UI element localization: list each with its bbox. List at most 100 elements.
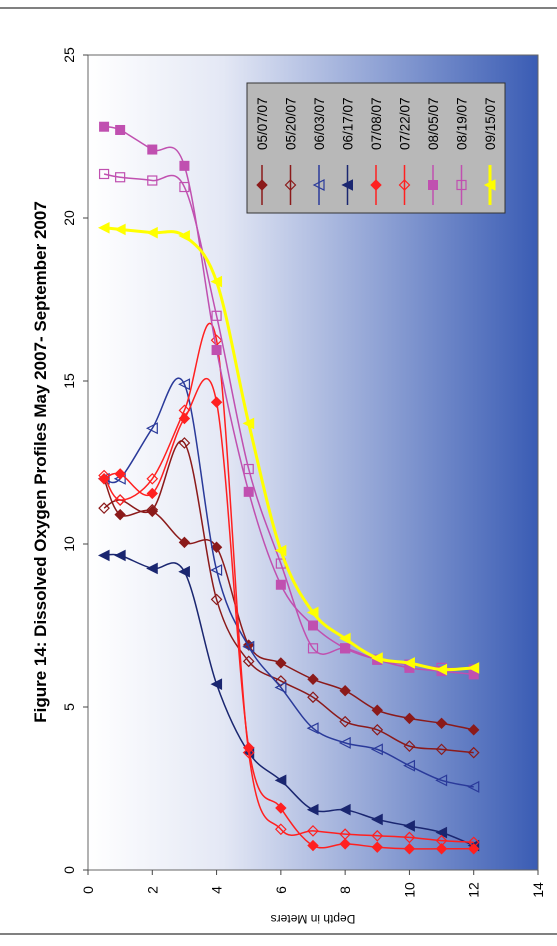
data-point [275,675,287,687]
data-point [435,843,448,855]
data-point [146,226,158,239]
legend-marker [256,179,268,191]
data-point [210,593,223,606]
data-point [146,562,158,575]
chart-title: Figure 14: Dissolved Oxygen Profiles May… [31,201,50,723]
data-point [275,802,287,814]
x-tick-label: 10 [401,882,417,898]
data-point [97,549,110,562]
data-point [371,652,383,664]
data-point [274,544,287,557]
data-point [403,820,415,832]
data-point [210,541,223,553]
legend-label: 08/05/07 [426,97,441,150]
legend-label: 05/07/07 [255,97,270,150]
data-point [274,774,287,787]
data-point [339,715,351,728]
legend-marker [483,179,496,191]
data-point [242,417,255,430]
data-point [275,657,287,669]
data-point [178,565,190,578]
data-point [274,681,287,694]
data-point [178,437,191,449]
series-line [103,322,474,844]
data-point [339,632,351,645]
data-point [147,144,158,155]
data-point [467,662,480,674]
data-point [435,834,448,847]
data-point [114,508,126,521]
x-tick-label: 4 [209,886,225,894]
data-point [370,743,383,756]
data-point [403,843,416,855]
legend-marker [398,179,411,191]
data-point [275,579,286,590]
data-point [435,717,448,730]
x-tick-label: 2 [144,886,160,894]
legend-marker [312,179,325,191]
legend-label: 06/17/07 [341,97,356,150]
data-point [306,606,319,619]
legend-label: 05/20/07 [284,97,299,150]
y-tick-label: 0 [61,866,77,874]
data-point [306,803,319,816]
x-tick-label: 8 [337,886,353,894]
data-point [338,736,351,749]
data-point [339,838,351,850]
legend-marker [428,180,438,190]
data-point [339,803,351,816]
data-point [467,780,480,793]
data-point [146,505,158,518]
data-point [99,121,110,132]
data-point [308,620,318,631]
x-axis-title: Depth in Meters [271,912,356,926]
data-point [211,345,222,356]
data-point [275,823,287,836]
data-point [403,712,416,725]
legend-marker [341,179,353,191]
data-point [339,684,351,697]
legend-label: 09/15/07 [483,97,498,150]
data-point [145,422,158,435]
series-line [103,377,474,850]
y-tick-label: 10 [61,536,77,552]
legend-label: 07/22/07 [398,97,413,150]
data-point [242,655,255,668]
data-point [178,536,191,549]
data-point [435,774,448,787]
data-point [210,396,223,408]
data-point [98,502,110,514]
data-point [371,813,383,826]
y-tick-label: 15 [61,373,77,389]
data-point [403,759,416,772]
legend-label: 06/03/07 [312,97,327,150]
data-point [179,181,190,193]
x-tick-label: 0 [80,886,96,894]
data-point [114,223,126,236]
data-point [98,168,110,180]
data-point [98,469,110,482]
legend-label: 07/08/07 [369,97,384,150]
data-point [146,472,159,485]
data-point [371,704,383,716]
data-point [403,831,416,844]
data-point [114,549,126,562]
data-point [435,663,448,676]
data-point [339,828,351,840]
data-point [371,829,384,842]
data-point [307,673,319,685]
data-point [210,275,223,288]
data-point [467,746,480,759]
series-line [103,440,474,754]
data-point [243,463,254,475]
y-tick-label: 20 [61,210,77,226]
data-point [211,310,222,321]
data-point [371,841,383,853]
data-point [178,378,191,391]
data-point [307,691,319,704]
data-point [371,723,384,736]
legend-marker [284,179,297,191]
data-point [468,724,480,736]
data-point [307,643,319,654]
